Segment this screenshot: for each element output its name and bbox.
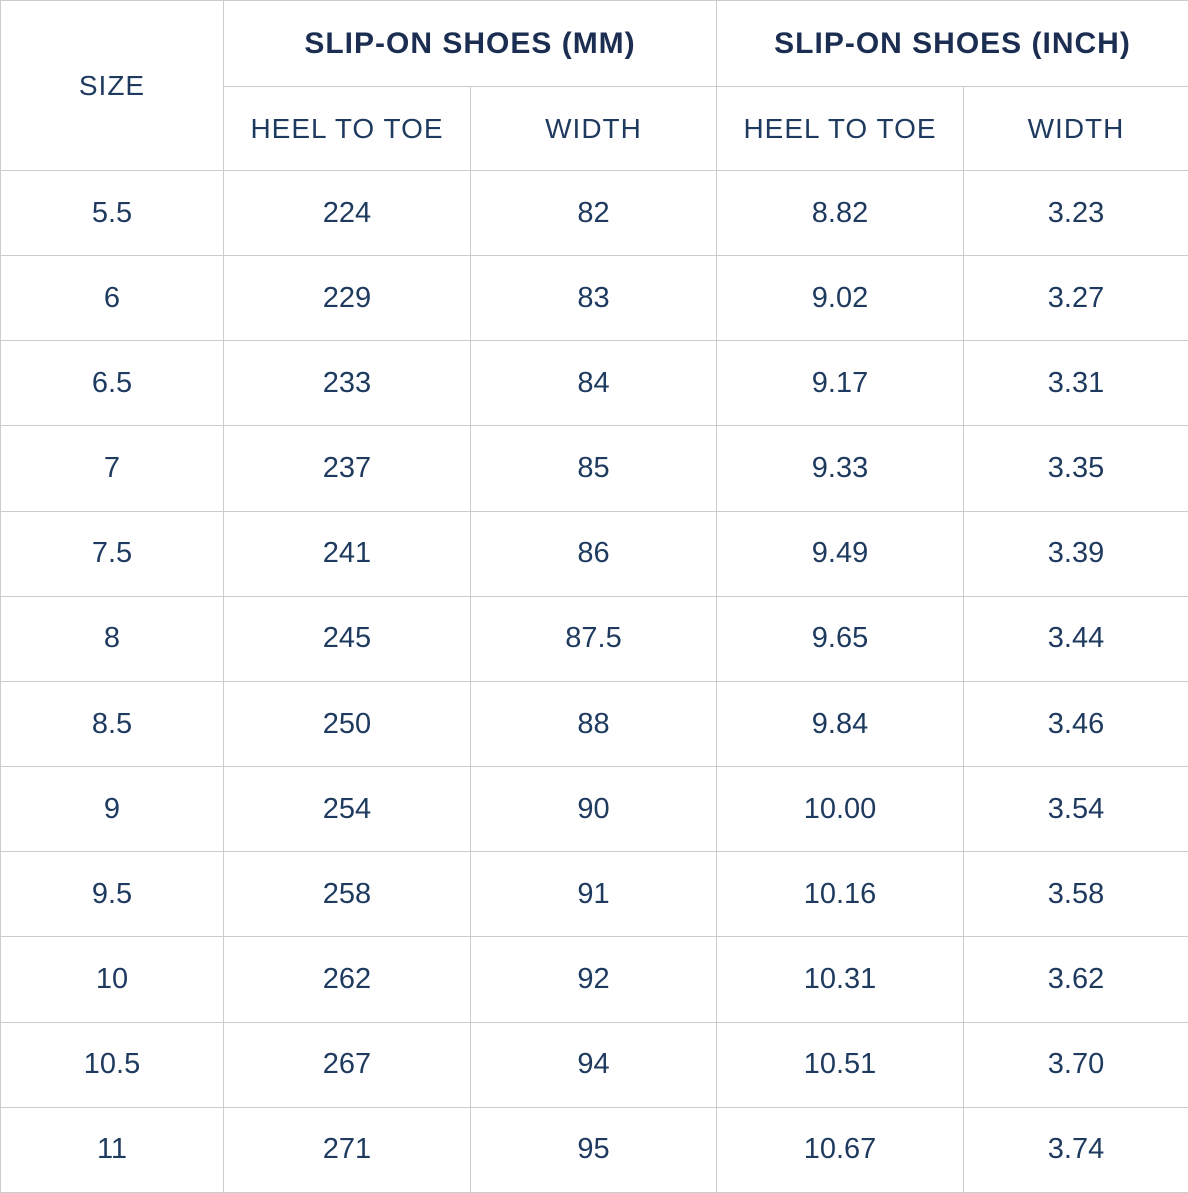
size-cell: 8	[0, 595, 224, 682]
inch-heel-to-toe-cell: 9.17	[716, 340, 964, 427]
inch-heel-to-toe-cell: 10.51	[716, 1021, 964, 1108]
inch-heel-to-toe-cell: 9.33	[716, 425, 964, 512]
mm-heel-to-toe-cell: 241	[223, 510, 471, 597]
inch-heel-to-toe-cell: 8.82	[716, 169, 964, 257]
inch-width-cell: 3.27	[963, 255, 1188, 342]
size-cell: 9	[0, 766, 224, 853]
inch-width-cell: 3.70	[963, 1021, 1188, 1108]
mm-heel-to-toe-header: HEEL TO TOE	[223, 86, 471, 171]
mm-width-cell: 85	[470, 425, 717, 512]
inch-width-cell: 3.31	[963, 340, 1188, 427]
table-header: SIZE SLIP-ON SHOES (MM) SLIP-ON SHOES (I…	[0, 0, 1188, 171]
mm-heel-to-toe-cell: 229	[223, 255, 471, 342]
size-cell: 6	[0, 255, 224, 342]
mm-heel-to-toe-cell: 254	[223, 766, 471, 853]
inch-heel-to-toe-cell: 10.67	[716, 1106, 964, 1193]
mm-width-cell: 87.5	[470, 595, 717, 682]
mm-heel-to-toe-cell: 245	[223, 595, 471, 682]
mm-group-header: SLIP-ON SHOES (MM)	[223, 0, 717, 87]
table-row: 10 262 92 10.31 3.62	[0, 936, 1188, 1023]
inch-width-cell: 3.62	[963, 936, 1188, 1023]
inch-width-cell: 3.58	[963, 851, 1188, 938]
table-row: 9.5 258 91 10.16 3.58	[0, 851, 1188, 938]
inch-width-cell: 3.39	[963, 510, 1188, 597]
inch-width-cell: 3.74	[963, 1106, 1188, 1193]
mm-heel-to-toe-cell: 233	[223, 340, 471, 427]
table-row: 8 245 87.5 9.65 3.44	[0, 595, 1188, 682]
size-column-header: SIZE	[0, 0, 224, 171]
size-cell: 7	[0, 425, 224, 512]
size-cell: 9.5	[0, 851, 224, 938]
mm-width-cell: 84	[470, 340, 717, 427]
table-row: 7.5 241 86 9.49 3.39	[0, 510, 1188, 597]
inch-width-cell: 3.46	[963, 680, 1188, 768]
inch-heel-to-toe-cell: 10.00	[716, 766, 964, 853]
mm-heel-to-toe-cell: 258	[223, 851, 471, 938]
table-row: 9 254 90 10.00 3.54	[0, 766, 1188, 853]
table-row: 6 229 83 9.02 3.27	[0, 255, 1188, 342]
size-cell: 6.5	[0, 340, 224, 427]
inch-heel-to-toe-header: HEEL TO TOE	[716, 86, 964, 171]
inch-width-cell: 3.35	[963, 425, 1188, 512]
inch-width-cell: 3.23	[963, 169, 1188, 257]
inch-heel-to-toe-cell: 10.16	[716, 851, 964, 938]
inch-width-header: WIDTH	[963, 86, 1188, 171]
size-cell: 7.5	[0, 510, 224, 597]
group-header-row: SIZE SLIP-ON SHOES (MM) SLIP-ON SHOES (I…	[0, 0, 1188, 171]
mm-width-cell: 90	[470, 766, 717, 853]
mm-heel-to-toe-cell: 250	[223, 680, 471, 768]
size-cell: 10	[0, 936, 224, 1023]
inch-heel-to-toe-cell: 9.65	[716, 595, 964, 682]
table-row: 6.5 233 84 9.17 3.31	[0, 340, 1188, 427]
mm-width-cell: 95	[470, 1106, 717, 1193]
mm-width-cell: 88	[470, 680, 717, 768]
inch-heel-to-toe-cell: 9.84	[716, 680, 964, 768]
inch-width-cell: 3.54	[963, 766, 1188, 853]
table-body: 5.5 224 82 8.82 3.23 6 229 83 9.02 3.27 …	[0, 169, 1188, 1193]
inch-heel-to-toe-cell: 9.49	[716, 510, 964, 597]
size-cell: 5.5	[0, 169, 224, 257]
inch-heel-to-toe-cell: 9.02	[716, 255, 964, 342]
mm-width-cell: 86	[470, 510, 717, 597]
inch-heel-to-toe-cell: 10.31	[716, 936, 964, 1023]
mm-heel-to-toe-cell: 237	[223, 425, 471, 512]
mm-heel-to-toe-cell: 267	[223, 1021, 471, 1108]
table-row: 10.5 267 94 10.51 3.70	[0, 1021, 1188, 1108]
size-cell: 8.5	[0, 680, 224, 768]
table-row: 5.5 224 82 8.82 3.23	[0, 169, 1188, 257]
mm-heel-to-toe-cell: 262	[223, 936, 471, 1023]
mm-width-cell: 82	[470, 169, 717, 257]
mm-heel-to-toe-cell: 271	[223, 1106, 471, 1193]
inch-width-cell: 3.44	[963, 595, 1188, 682]
size-cell: 10.5	[0, 1021, 224, 1108]
mm-width-cell: 83	[470, 255, 717, 342]
mm-width-cell: 91	[470, 851, 717, 938]
table-row: 11 271 95 10.67 3.74	[0, 1106, 1188, 1193]
mm-heel-to-toe-cell: 224	[223, 169, 471, 257]
size-cell: 11	[0, 1106, 224, 1193]
mm-width-cell: 94	[470, 1021, 717, 1108]
mm-width-header: WIDTH	[470, 86, 717, 171]
table-row: 8.5 250 88 9.84 3.46	[0, 680, 1188, 768]
mm-width-cell: 92	[470, 936, 717, 1023]
table-row: 7 237 85 9.33 3.35	[0, 425, 1188, 512]
inch-group-header: SLIP-ON SHOES (INCH)	[716, 0, 1188, 87]
